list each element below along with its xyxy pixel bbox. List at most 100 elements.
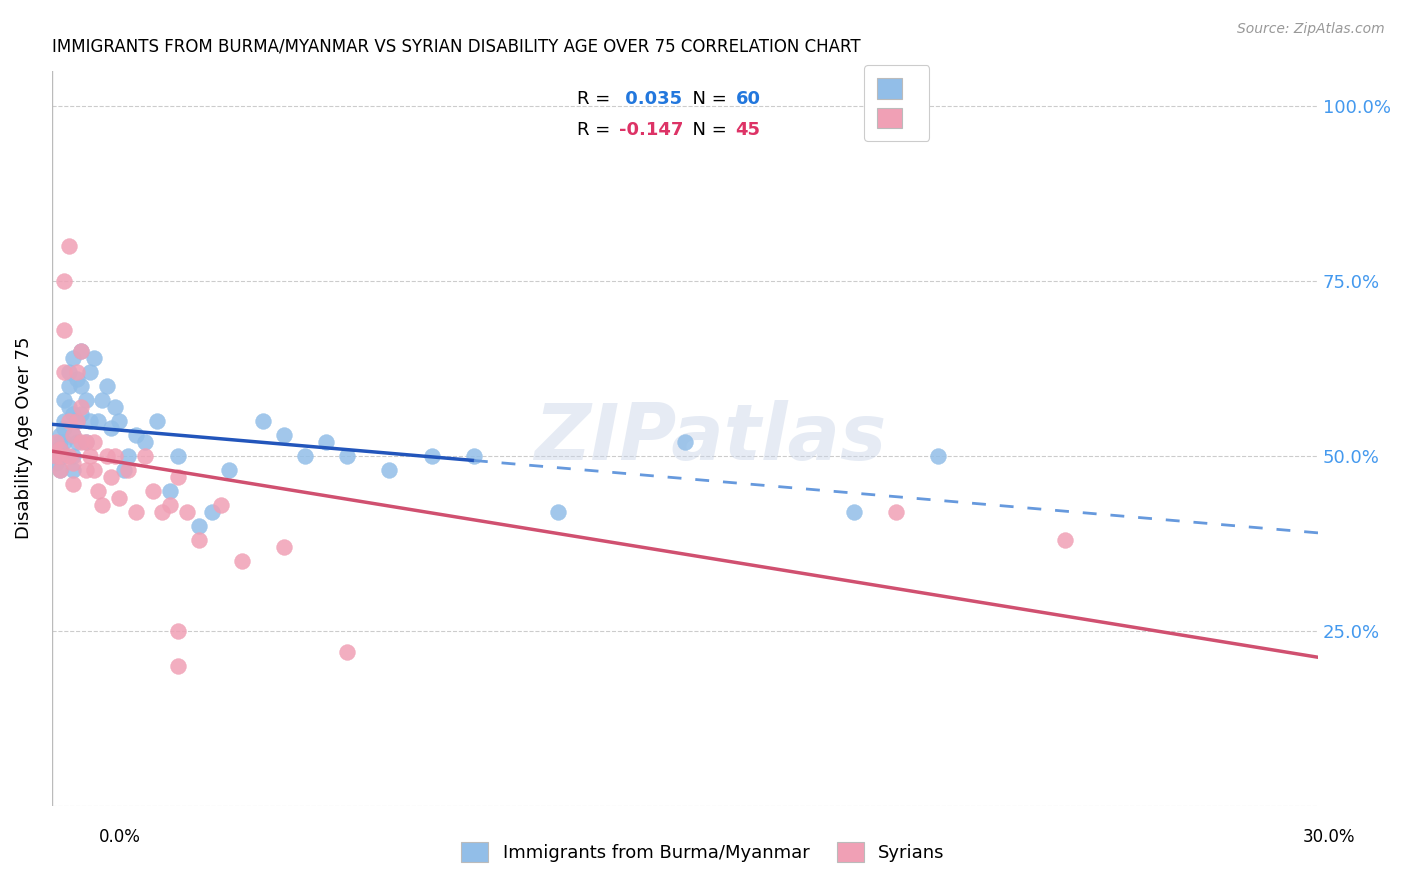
Point [167,624,190,638]
Point [62,463,84,477]
Point [49,449,72,463]
Point [87,414,110,428]
Legend: , : , [865,65,929,141]
Point [70,343,93,358]
Point [150,505,173,519]
Point [100,420,122,434]
Text: N =: N = [681,121,733,139]
Point [62,427,84,442]
Point [62,351,84,365]
Point [188,518,211,533]
Point [378,463,401,477]
Point [83,463,105,477]
Point [53,323,76,337]
Text: 45: 45 [735,121,761,139]
Text: IMMIGRANTS FROM BURMA/MYANMAR VS SYRIAN DISABILITY AGE OVER 75 CORRELATION CHART: IMMIGRANTS FROM BURMA/MYANMAR VS SYRIAN … [52,37,860,55]
Point [125,505,148,519]
Point [252,414,274,428]
Point [53,414,76,428]
Point [547,505,569,519]
Point [45,456,67,470]
Point [91,498,114,512]
Point [49,463,72,477]
Point [159,483,181,498]
Text: 0.035: 0.035 [619,90,682,108]
Point [45,449,67,463]
Point [49,442,72,456]
Point [58,449,80,463]
Point [83,434,105,449]
Point [273,427,295,442]
Point [70,407,93,421]
Point [96,378,118,392]
Point [463,449,485,463]
Point [231,554,253,568]
Point [884,505,907,519]
Point [91,392,114,407]
Legend: Immigrants from Burma/Myanmar, Syrians: Immigrants from Burma/Myanmar, Syrians [454,834,952,870]
Point [117,449,139,463]
Point [49,442,72,456]
Point [58,414,80,428]
Point [53,434,76,449]
Point [134,434,156,449]
Point [75,434,97,449]
Point [294,449,316,463]
Text: Source: ZipAtlas.com: Source: ZipAtlas.com [1237,22,1385,37]
Text: 30.0%: 30.0% [1302,828,1355,846]
Point [53,365,76,379]
Point [167,658,190,673]
Point [79,449,101,463]
Point [79,414,101,428]
Point [673,434,696,449]
Point [167,469,190,483]
Point [104,400,127,414]
Point [1053,533,1076,547]
Y-axis label: Disability Age Over 75: Disability Age Over 75 [15,337,32,540]
Point [75,392,97,407]
Point [49,427,72,442]
Point [176,505,198,519]
Point [66,414,89,428]
Text: N =: N = [681,90,733,108]
Point [45,434,67,449]
Point [315,434,337,449]
Point [336,645,359,659]
Point [53,420,76,434]
Point [96,449,118,463]
Point [79,365,101,379]
Point [201,505,224,519]
Text: ZIPatlas: ZIPatlas [534,401,886,476]
Point [83,351,105,365]
Point [62,456,84,470]
Text: 0.0%: 0.0% [98,828,141,846]
Point [188,533,211,547]
Point [53,274,76,288]
Point [87,483,110,498]
Point [70,400,93,414]
Point [218,463,240,477]
Point [927,449,949,463]
Point [142,483,165,498]
Point [336,449,359,463]
Text: R =: R = [578,121,616,139]
Point [273,540,295,554]
Point [75,463,97,477]
Point [62,476,84,491]
Point [49,434,72,449]
Point [117,463,139,477]
Point [104,449,127,463]
Point [75,434,97,449]
Point [58,378,80,392]
Point [420,449,443,463]
Text: 60: 60 [735,90,761,108]
Point [62,427,84,442]
Point [70,434,93,449]
Point [146,414,169,428]
Point [58,365,80,379]
Point [100,469,122,483]
Point [209,498,232,512]
Point [53,392,76,407]
Point [45,449,67,463]
Point [112,463,135,477]
